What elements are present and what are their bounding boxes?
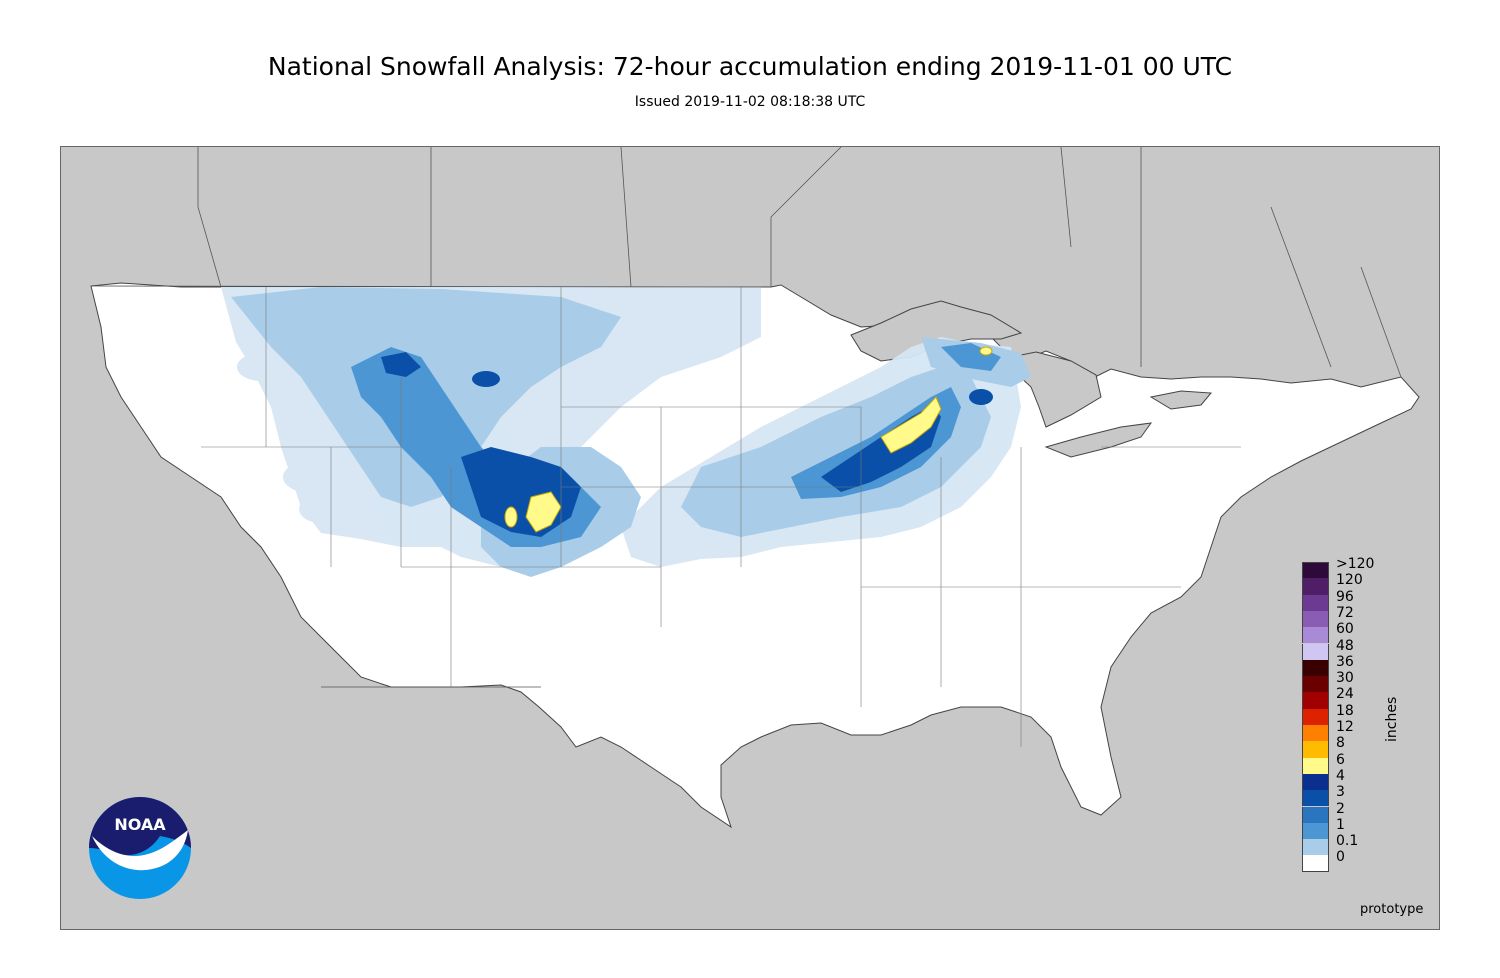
legend-label: 3 bbox=[1336, 784, 1345, 801]
snowfall-6-layer bbox=[504, 346, 993, 533]
legend-label: 0 bbox=[1336, 849, 1345, 866]
noaa-logo-text: NOAA bbox=[114, 815, 166, 834]
legend-label: 48 bbox=[1336, 637, 1354, 654]
legend-swatch bbox=[1302, 806, 1329, 823]
legend-swatch bbox=[1302, 741, 1329, 758]
legend-swatch bbox=[1302, 627, 1329, 644]
noaa-logo-icon: NOAA bbox=[89, 797, 191, 899]
legend-label: 60 bbox=[1336, 621, 1354, 638]
legend-swatch bbox=[1302, 757, 1329, 774]
legend-swatch bbox=[1302, 692, 1329, 709]
legend-swatch bbox=[1302, 773, 1329, 791]
map-title: National Snowfall Analysis: 72-hour accu… bbox=[267, 52, 1233, 81]
legend-units-label: inches bbox=[1384, 696, 1400, 742]
legend-swatch bbox=[1302, 562, 1329, 579]
prototype-watermark: prototype bbox=[1360, 902, 1424, 917]
lake-huron bbox=[1010, 351, 1102, 428]
legend-swatch bbox=[1302, 594, 1329, 611]
legend-swatch bbox=[1302, 708, 1329, 725]
legend-label: 1 bbox=[1336, 816, 1345, 833]
legend-label: 12 bbox=[1336, 719, 1354, 735]
legend-label: 8 bbox=[1336, 735, 1345, 752]
boundary-lines bbox=[90, 147, 1402, 688]
legend-label: 36 bbox=[1336, 653, 1354, 670]
legend-swatch bbox=[1302, 578, 1329, 595]
legend-label: 24 bbox=[1336, 686, 1354, 703]
legend-label: 4 bbox=[1336, 767, 1345, 784]
legend-label: 72 bbox=[1336, 604, 1354, 621]
legend-label: 2 bbox=[1336, 800, 1345, 817]
legend-swatch bbox=[1302, 790, 1329, 807]
legend-label: 0.1 bbox=[1336, 833, 1359, 850]
legend-swatch bbox=[1302, 725, 1329, 742]
legend-swatch bbox=[1302, 822, 1329, 840]
legend-swatch bbox=[1302, 643, 1329, 660]
state-borders bbox=[201, 287, 1241, 747]
legend-label: >120 bbox=[1336, 556, 1375, 572]
lake-superior bbox=[850, 300, 1023, 362]
legend-swatch bbox=[1302, 855, 1329, 872]
legend-label: 18 bbox=[1336, 702, 1354, 719]
map-canvas bbox=[90, 147, 1420, 829]
lake-erie bbox=[1044, 422, 1153, 458]
lake-ontario bbox=[1149, 390, 1213, 410]
snowfall-map[interactable] bbox=[60, 146, 1440, 930]
legend-swatch bbox=[1302, 839, 1329, 856]
issued-timestamp: Issued 2019-11-02 08:18:38 UTC bbox=[634, 94, 866, 110]
legend-swatch bbox=[1302, 659, 1329, 677]
legend-label: 120 bbox=[1336, 572, 1363, 589]
legend-swatch bbox=[1302, 610, 1329, 628]
legend-label: 30 bbox=[1336, 670, 1354, 687]
legend-label: 96 bbox=[1336, 588, 1354, 605]
legend-label: 6 bbox=[1336, 751, 1345, 768]
legend-swatch bbox=[1302, 676, 1329, 693]
